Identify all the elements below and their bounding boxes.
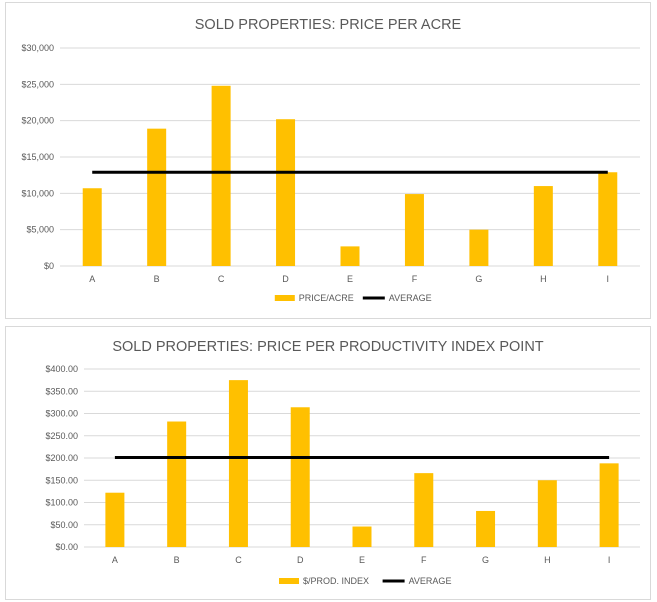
y-tick-label: $0 (44, 261, 54, 271)
bar-c (228, 380, 248, 547)
price-per-index-chart: SOLD PROPERTIES: PRICE PER PRODUCTIVITY … (5, 326, 651, 600)
x-tick-label: E (359, 555, 365, 565)
bar-g (476, 510, 496, 547)
bar-e (340, 246, 360, 266)
bar-b (167, 421, 187, 547)
y-tick-label: $400.00 (45, 364, 78, 374)
bar-d (290, 407, 310, 547)
y-tick-label: $30,000 (21, 43, 54, 53)
bar-g (469, 229, 489, 266)
y-tick-label: $300.00 (45, 409, 78, 419)
y-tick-label: $200.00 (45, 453, 78, 463)
y-tick-label: $50.00 (50, 520, 78, 530)
x-tick-label: A (112, 555, 118, 565)
x-tick-label: G (482, 555, 489, 565)
legend-bar-swatch (274, 295, 295, 301)
y-tick-label: $5,000 (26, 225, 54, 235)
x-tick-label: I (608, 555, 611, 565)
bar-c (211, 85, 231, 266)
legend-line-label: AVERAGE (409, 576, 452, 586)
x-tick-label: A (89, 274, 95, 284)
chart-title: SOLD PROPERTIES: PRICE PER ACRE (195, 17, 462, 33)
legend-line-label: AVERAGE (389, 293, 432, 303)
x-tick-label: G (475, 274, 482, 284)
x-tick-label: D (297, 555, 304, 565)
bar-a (105, 492, 125, 547)
y-tick-label: $25,000 (21, 79, 54, 89)
y-tick-label: $100.00 (45, 498, 78, 508)
x-tick-label: H (544, 555, 551, 565)
y-tick-label: $20,000 (21, 116, 54, 126)
x-tick-label: B (174, 555, 180, 565)
chart-title: SOLD PROPERTIES: PRICE PER PRODUCTIVITY … (112, 339, 543, 355)
legend-bar-swatch (279, 578, 299, 584)
bar-i (598, 172, 618, 266)
bar-e (352, 526, 372, 547)
legend-bar-label: PRICE/ACRE (299, 293, 354, 303)
y-tick-label: $250.00 (45, 431, 78, 441)
price-per-index-chart-svg: SOLD PROPERTIES: PRICE PER PRODUCTIVITY … (45, 339, 640, 586)
bar-b (147, 128, 167, 266)
y-tick-label: $10,000 (21, 188, 54, 198)
x-tick-label: I (607, 274, 610, 284)
bar-i (599, 463, 619, 547)
x-tick-label: F (412, 274, 418, 284)
price-per-acre-chart-svg: SOLD PROPERTIES: PRICE PER ACRE $0 $5,000… (21, 17, 640, 303)
x-tick-label: C (218, 274, 225, 284)
x-tick-label: H (540, 274, 547, 284)
y-tick-label: $350.00 (45, 386, 78, 396)
y-tick-label: $0.00 (55, 542, 78, 552)
x-tick-label: F (421, 555, 427, 565)
x-tick-label: C (235, 555, 242, 565)
bar-f (404, 194, 424, 266)
bar-f (414, 473, 434, 547)
bar-a (82, 188, 102, 266)
bar-d (276, 119, 296, 266)
x-tick-label: D (282, 274, 289, 284)
y-tick-label: $15,000 (21, 152, 54, 162)
x-tick-label: B (154, 274, 160, 284)
y-tick-label: $150.00 (45, 475, 78, 485)
legend-bar-label: $/PROD. INDEX (303, 576, 369, 586)
bar-h (537, 480, 557, 547)
bar-h (533, 186, 553, 266)
x-tick-label: E (347, 274, 353, 284)
price-per-acre-chart: SOLD PROPERTIES: PRICE PER ACRE $0 $5,000… (5, 2, 651, 319)
